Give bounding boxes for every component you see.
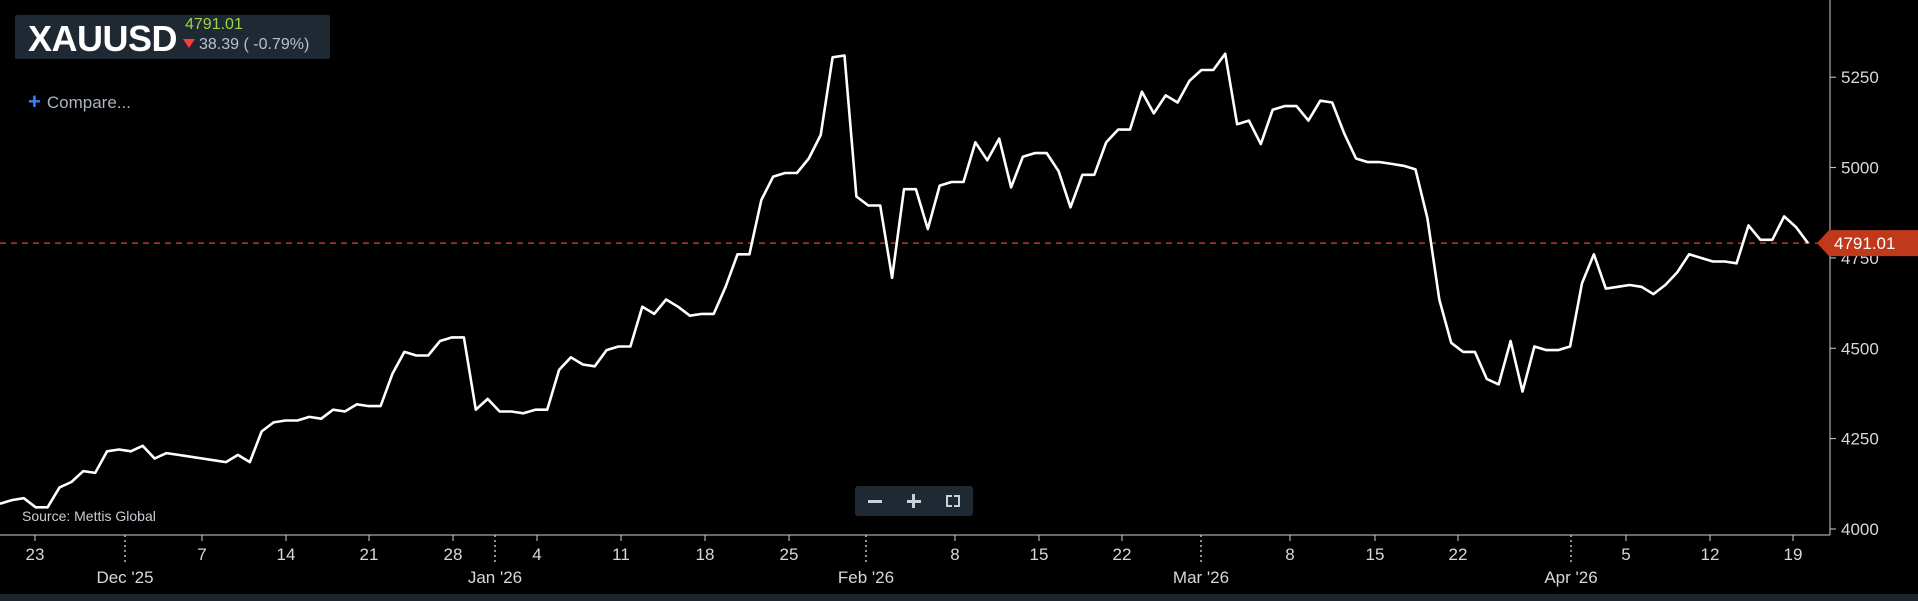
source-label: Source: Mettis Global <box>22 508 156 524</box>
arrow-down-icon <box>183 39 195 49</box>
zoom-out-button[interactable] <box>860 488 890 514</box>
zoom-in-button[interactable] <box>899 488 929 514</box>
x-tick-label: 4 <box>532 545 541 564</box>
current-price-tag <box>1817 230 1918 257</box>
x-tick-label: 19 <box>1784 545 1803 564</box>
x-tick-label: Feb '26 <box>838 568 894 587</box>
x-tick-label: 15 <box>1030 545 1049 564</box>
x-tick-label: 5 <box>1621 545 1630 564</box>
series-line-xauusd <box>0 52 1810 509</box>
price-change: 38.39 ( -0.79%) <box>183 36 309 54</box>
plus-icon <box>906 494 921 508</box>
x-tick-label: 11 <box>612 545 630 564</box>
last-price: 4791.01 <box>185 16 243 33</box>
fullscreen-button[interactable] <box>938 488 968 514</box>
ticker-panel: XAUUSD 4791.01 38.39 ( -0.79%) <box>15 15 330 59</box>
x-tick-label: 23 <box>26 545 45 564</box>
compare-label: Compare... <box>46 93 131 112</box>
x-tick-label: 12 <box>1701 545 1720 564</box>
x-tick-label: 22 <box>1113 545 1132 564</box>
x-tick-label: Jan '26 <box>468 568 522 587</box>
x-tick-label: 21 <box>360 545 379 564</box>
x-tick-label: 8 <box>950 545 959 564</box>
price-change-value: 38.39 ( -0.79%) <box>199 36 310 53</box>
x-tick-label: 28 <box>444 545 463 564</box>
expand-icon <box>946 495 961 507</box>
x-tick-label: 25 <box>780 545 799 564</box>
x-tick-label: Mar '26 <box>1173 568 1229 587</box>
x-tick-label: Dec '25 <box>96 568 153 587</box>
bottom-strip <box>0 594 1918 601</box>
y-tick-label: 4000 <box>1841 520 1879 539</box>
x-tick-label: 14 <box>277 545 296 564</box>
x-tick-label: 7 <box>197 545 206 564</box>
x-tick-label: 22 <box>1449 545 1468 564</box>
x-tick-label: 15 <box>1366 545 1385 564</box>
ticker-symbol: XAUUSD <box>28 18 178 59</box>
y-tick-label: 4250 <box>1841 430 1879 449</box>
zoom-controls <box>855 486 973 516</box>
plus-icon: + <box>28 89 41 114</box>
y-tick-label: 4500 <box>1841 339 1879 358</box>
y-tick-label: 5000 <box>1841 159 1879 178</box>
y-tick-label: 5250 <box>1841 68 1879 87</box>
compare-button[interactable]: + Compare... <box>28 88 131 114</box>
current-price-label: 4791.01 <box>1834 234 1895 253</box>
x-tick-label: 18 <box>696 545 715 564</box>
x-tick-label: 8 <box>1285 545 1294 564</box>
minus-icon <box>867 499 882 503</box>
x-tick-label: Apr '26 <box>1544 568 1597 587</box>
